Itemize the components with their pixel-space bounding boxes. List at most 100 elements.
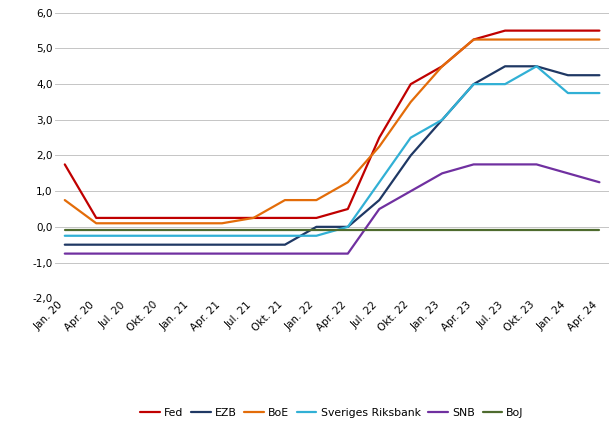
EZB [281, 242, 288, 247]
EZB [61, 242, 68, 247]
SNB [92, 251, 100, 256]
SNB [501, 162, 509, 167]
Fed [533, 28, 540, 33]
EZB [470, 82, 477, 87]
BoE [124, 221, 132, 226]
BoE [470, 37, 477, 42]
BoE [218, 221, 226, 226]
Legend: Fed, EZB, BoE, Sveriges Riksbank, SNB, BoJ: Fed, EZB, BoE, Sveriges Riksbank, SNB, B… [136, 403, 528, 422]
BoE [344, 180, 352, 185]
SNB [470, 162, 477, 167]
SNB [187, 251, 194, 256]
Sveriges Riksbank [92, 233, 100, 238]
Sveriges Riksbank [218, 233, 226, 238]
BoJ [596, 228, 603, 233]
Fed [312, 216, 320, 221]
SNB [565, 171, 572, 176]
Sveriges Riksbank [596, 90, 603, 95]
Fed [92, 216, 100, 221]
Fed [156, 216, 163, 221]
Fed [407, 82, 415, 87]
BoE [281, 198, 288, 203]
EZB [438, 117, 446, 122]
BoJ [470, 228, 477, 233]
BoJ [250, 228, 257, 233]
Line: Sveriges Riksbank: Sveriges Riksbank [65, 66, 600, 236]
Fed [596, 28, 603, 33]
BoJ [533, 228, 540, 233]
BoE [407, 99, 415, 104]
Fed [61, 162, 68, 167]
EZB [124, 242, 132, 247]
SNB [344, 251, 352, 256]
SNB [376, 207, 383, 212]
Sveriges Riksbank [501, 82, 509, 87]
BoJ [61, 228, 68, 233]
Sveriges Riksbank [407, 135, 415, 140]
Sveriges Riksbank [470, 82, 477, 87]
Fed [218, 216, 226, 221]
EZB [376, 198, 383, 203]
BoE [92, 221, 100, 226]
BoJ [218, 228, 226, 233]
BoE [187, 221, 194, 226]
Sveriges Riksbank [565, 90, 572, 95]
Fed [501, 28, 509, 33]
EZB [533, 64, 540, 69]
Sveriges Riksbank [312, 233, 320, 238]
Line: SNB: SNB [65, 164, 600, 253]
BoJ [438, 228, 446, 233]
SNB [596, 180, 603, 185]
BoE [250, 216, 257, 221]
Sveriges Riksbank [187, 233, 194, 238]
Fed [344, 207, 352, 212]
SNB [250, 251, 257, 256]
BoE [596, 37, 603, 42]
SNB [156, 251, 163, 256]
SNB [312, 251, 320, 256]
BoJ [156, 228, 163, 233]
SNB [438, 171, 446, 176]
Sveriges Riksbank [124, 233, 132, 238]
SNB [533, 162, 540, 167]
EZB [596, 73, 603, 78]
BoE [565, 37, 572, 42]
SNB [61, 251, 68, 256]
Sveriges Riksbank [376, 180, 383, 185]
BoE [438, 64, 446, 69]
Fed [565, 28, 572, 33]
BoE [501, 37, 509, 42]
Fed [187, 216, 194, 221]
BoJ [92, 228, 100, 233]
SNB [124, 251, 132, 256]
Line: Fed: Fed [65, 31, 600, 218]
Sveriges Riksbank [344, 224, 352, 229]
Fed [376, 135, 383, 140]
BoE [61, 198, 68, 203]
Fed [281, 216, 288, 221]
BoE [312, 198, 320, 203]
SNB [281, 251, 288, 256]
Sveriges Riksbank [438, 117, 446, 122]
BoJ [124, 228, 132, 233]
BoE [156, 221, 163, 226]
Sveriges Riksbank [61, 233, 68, 238]
EZB [565, 73, 572, 78]
BoJ [376, 228, 383, 233]
BoE [533, 37, 540, 42]
Line: BoE: BoE [65, 40, 600, 223]
EZB [156, 242, 163, 247]
BoJ [344, 228, 352, 233]
BoJ [407, 228, 415, 233]
BoJ [312, 228, 320, 233]
BoE [376, 144, 383, 149]
Fed [438, 64, 446, 69]
EZB [92, 242, 100, 247]
Sveriges Riksbank [281, 233, 288, 238]
Fed [470, 37, 477, 42]
BoJ [565, 228, 572, 233]
SNB [218, 251, 226, 256]
EZB [250, 242, 257, 247]
Sveriges Riksbank [156, 233, 163, 238]
BoJ [281, 228, 288, 233]
